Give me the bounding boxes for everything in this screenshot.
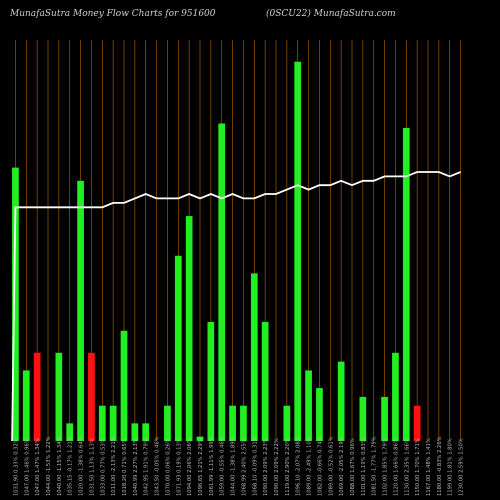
x-tick-label: 1071.93 0.19% 0.13% <box>176 438 182 496</box>
x-tick-label: 1230.00 2.59% 1.50% <box>459 438 465 496</box>
x-tick-label: 1150.00 1.70% 1.71% <box>415 438 421 496</box>
money-flow-bar <box>185 216 193 441</box>
money-flow-bar <box>174 255 182 441</box>
x-tick-label: 1043.50 -0.05% 0.46% <box>155 436 161 496</box>
x-tick-label: 1018.20 0.71% 0.65% <box>122 438 128 496</box>
x-tick-label: 1088.00 1.67% 0.96% <box>350 438 356 496</box>
x-tick-label: 1059.00 -0.55% 0.46% <box>220 436 226 496</box>
x-tick-label: 1061.99 -1.11% 1.99% <box>209 436 215 496</box>
money-flow-bar <box>294 61 302 442</box>
money-flow-bar <box>33 352 41 441</box>
money-flow-bar <box>22 370 30 441</box>
x-tick-label: 1040.00 -1.15% 1.34% <box>57 436 63 496</box>
x-tick-labels: 1031.90 0.33% 0.32% 1047.00 1.46% 0.96% 10… <box>13 436 464 496</box>
x-tick-label: 1120.00 1.66% 0.86% <box>393 438 399 496</box>
x-tick-label: 1101.00 1.19% 0.83% <box>361 438 367 496</box>
x-tick-label: 1090.00 2.09% 2.23% <box>263 438 269 496</box>
money-flow-bar <box>218 123 226 441</box>
money-flow-bar <box>55 352 63 441</box>
chart-subtitle: (0SCU22) MunafaSutra.com <box>266 9 396 19</box>
money-flow-bar <box>196 436 204 441</box>
money-flow-bar <box>402 127 410 441</box>
money-flow-bar <box>120 330 128 441</box>
x-tick-label: 1020.00 -1.38% 0.64% <box>79 436 85 496</box>
money-flow-bar <box>88 352 95 441</box>
x-tick-label: 1011.00 -2.13% 2.21% <box>111 436 117 496</box>
money-flow-bar <box>283 405 291 441</box>
flow-line-path <box>11 171 461 442</box>
flow-line <box>11 171 461 442</box>
x-tick-label: 1081.50 -1.77% 1.79% <box>372 436 378 496</box>
x-tick-label: 1082.00 -0.66% 0.74% <box>317 436 323 496</box>
money-flow-bar <box>250 273 258 441</box>
money-flow-bar <box>98 405 106 441</box>
x-tick-label: 1070.00 0.06% 0.26% <box>165 438 171 496</box>
money-flow-bar <box>131 423 139 441</box>
money-flow-bar <box>66 423 74 441</box>
x-tick-label: 1068.99 2.40% 2.55% <box>241 438 247 496</box>
money-flow-bar <box>207 321 215 441</box>
money-flow-bar <box>316 388 323 441</box>
x-tick-label: 1119.00 2.90% 2.20% <box>285 438 291 496</box>
money-flow-bar <box>261 321 269 441</box>
x-tick-label: 1089.00 -2.49% 1.10% <box>307 436 313 496</box>
x-tick-label: 1031.50 1.13% 1.13% <box>89 438 95 496</box>
x-tick-label: 1130.00 2.35% 1.66% <box>404 438 410 496</box>
x-tick-label: 1096.10 -2.07% 2.08% <box>296 436 302 496</box>
money-flow-bar <box>12 167 19 441</box>
x-tick-label: 1096.65 1.21% 2.29% <box>198 438 204 496</box>
x-tick-label: 1090.00 2.09% 2.22% <box>274 438 280 496</box>
money-flow-bar <box>381 396 388 441</box>
x-tick-label: 1167.00 1.48% 1.41% <box>426 438 432 496</box>
money-flow-bar <box>142 423 150 441</box>
x-tick-label: 1042.95 1.91% 0.79% <box>144 438 150 496</box>
x-tick-label: 1047.00 1.46% 0.96% <box>24 438 30 496</box>
money-flow-bar <box>413 405 421 441</box>
x-tick-label: 1180.00 -0.83% 2.26% <box>437 436 443 496</box>
x-tick-label: 1035.15 -0.17% 1.21% <box>68 436 74 496</box>
x-tick-label: 1094.00 2.06% 2.06% <box>187 438 193 496</box>
x-tick-label: 1089.00 -0.52% 0.61% <box>328 436 334 496</box>
money-flow-bar <box>77 180 84 441</box>
x-tick-label: 1068.10 -0.09% 0.31% <box>252 436 258 496</box>
money-flow-bar <box>229 405 236 441</box>
x-tick-label: 1102.00 1.85% 1.79% <box>383 438 389 496</box>
x-tick-label: 1044.00 -1.53% 1.22% <box>46 436 52 496</box>
x-tick-label: 1040.99 2.27% 2.13% <box>133 438 139 496</box>
money-flow-bar <box>337 361 345 441</box>
x-tick-label: 1069.00 -2.05% 2.19% <box>339 436 345 496</box>
chart-title: MunafaSutra Money Flow Charts for 951600 <box>10 9 216 19</box>
money-flow-bar <box>392 352 399 441</box>
money-flow-bar <box>240 405 247 441</box>
x-tick-label: 1044.00 -1.38% 1.89% <box>231 436 237 496</box>
money-flow-bar <box>164 405 171 441</box>
money-flow-bar <box>305 370 312 441</box>
money-flow-bar <box>109 405 117 441</box>
x-tick-label: 1199.00 1.81% 1.80% <box>448 438 454 496</box>
money-flow-bar <box>359 396 367 441</box>
x-tick-label: 1047.00 1.47% 1.34% <box>35 438 41 496</box>
x-tick-label: 1031.90 0.33% 0.32% <box>13 438 19 496</box>
bar-series <box>12 61 421 442</box>
x-tick-label: 1033.00 0.77% 0.53% <box>100 438 106 496</box>
